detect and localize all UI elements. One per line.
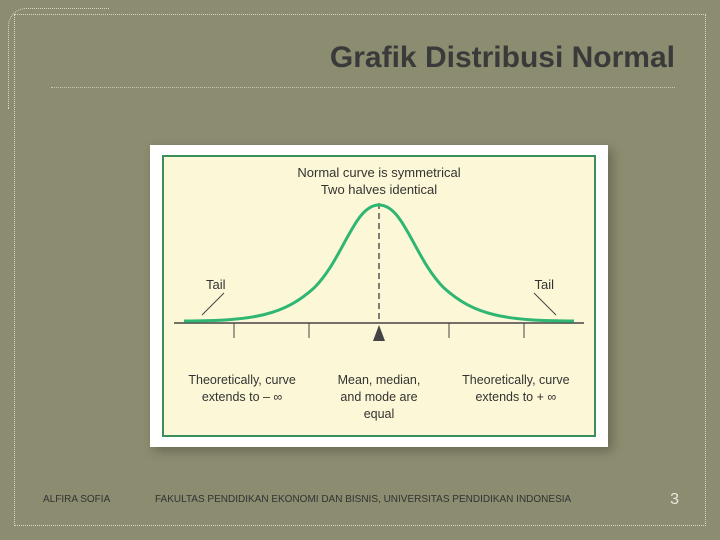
tail-right-label: Tail (534, 277, 554, 292)
bottom-right-label: Theoretically, curve extends to + ∞ (446, 372, 586, 423)
chart-bottom-labels: Theoretically, curve extends to – ∞ Mean… (164, 372, 594, 423)
faculty-label: FAKULTAS PENDIDIKAN EKONOMI DAN BISNIS, … (155, 494, 571, 505)
bottom-left-label: Theoretically, curve extends to – ∞ (172, 372, 312, 423)
author-label: ALFIRA SOFIA (43, 494, 110, 505)
page-number: 3 (670, 491, 679, 509)
title-underline (51, 87, 675, 88)
chart-container: Normal curve is symmetrical Two halves i… (150, 145, 608, 447)
tail-left-pointer (202, 293, 224, 315)
slide-frame: Grafik Distribusi Normal Normal curve is… (14, 14, 706, 526)
page-title: Grafik Distribusi Normal (15, 41, 675, 75)
bottom-mid-label: Mean, median, and mode are equal (312, 372, 446, 423)
tail-right-pointer (534, 293, 556, 315)
top-label-line1: Normal curve is symmetrical (297, 165, 460, 180)
center-arrow-icon (373, 325, 385, 341)
chart-inner: Normal curve is symmetrical Two halves i… (162, 155, 596, 437)
tail-left-label: Tail (206, 277, 226, 292)
normal-curve-svg (164, 193, 594, 343)
